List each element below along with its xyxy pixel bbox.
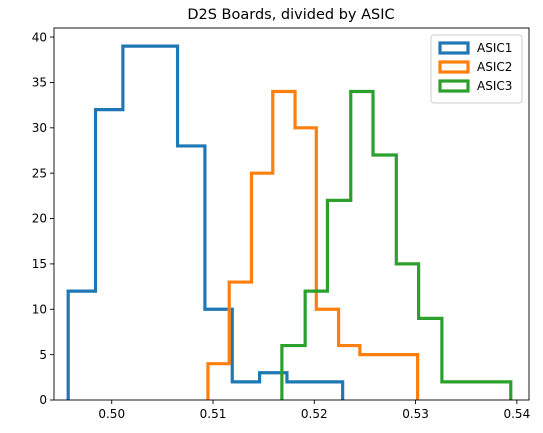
- x-tick-label: 0.51: [200, 407, 227, 421]
- series-asic2-step: [208, 92, 418, 400]
- x-tick-label: 0.50: [98, 407, 125, 421]
- legend-label-asic2: ASIC2: [477, 60, 512, 74]
- y-tick-label: 15: [32, 257, 47, 271]
- x-tick-label: 0.54: [503, 407, 530, 421]
- y-tick-label: 25: [32, 166, 47, 180]
- y-tick-label: 5: [39, 348, 47, 362]
- y-tick-label: 10: [32, 302, 47, 316]
- legend-label-asic1: ASIC1: [477, 41, 512, 55]
- y-tick-label: 40: [32, 30, 47, 44]
- chart-title: D2S Boards, divided by ASIC: [187, 7, 394, 23]
- y-tick-label: 35: [32, 76, 47, 90]
- y-tick-label: 0: [39, 393, 47, 407]
- legend: ASIC1 ASIC2 ASIC3: [431, 35, 522, 103]
- y-tick-label: 30: [32, 121, 47, 135]
- x-tick-label: 0.53: [402, 407, 429, 421]
- y-tick-label: 20: [32, 212, 47, 226]
- x-tick-label: 0.52: [301, 407, 328, 421]
- legend-label-asic3: ASIC3: [477, 79, 512, 93]
